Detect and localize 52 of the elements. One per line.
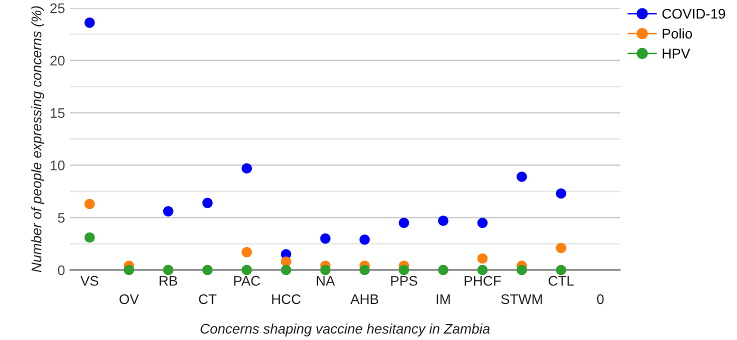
legend-label: Polio [662,28,692,39]
y-tick-label: 5 [58,213,65,223]
y-tick-label: 25 [50,3,65,14]
y-tick-label: 15 [50,108,65,118]
point [84,18,95,28]
x-tick-label: CTL [548,276,574,286]
x-tick-label: PAC [234,276,260,286]
point [438,264,448,276]
point [320,233,331,244]
y-tick-label: 20 [50,56,65,66]
x-tick-label: VS [80,276,98,286]
point [438,216,448,226]
x-tick-label: 0 [597,294,604,304]
point [84,232,95,243]
point [242,247,252,258]
point [516,172,527,182]
y-tick-label: 0 [58,265,65,276]
point [556,242,566,254]
point [516,264,527,276]
point [320,264,331,276]
x-tick-label: CT [198,294,216,304]
point [398,218,410,228]
point [202,264,213,276]
y-axis-title: Number of people expressing concerns (%) [31,6,44,272]
x-tick-label: IM [436,294,450,304]
x-tick-label: PPS [391,276,418,286]
point [84,198,95,210]
point [280,264,292,276]
point [242,163,252,174]
x-tick-label: RB [160,276,178,286]
point [398,264,410,276]
point [359,264,370,276]
legend-label: HPV [662,48,690,58]
point [359,234,370,245]
x-axis-title: Concerns shaping vaccine hesitancy in Zambia [200,324,490,336]
point [556,188,566,199]
x-tick-label: NA [316,276,335,286]
legend-label: COVID-19 [662,8,726,19]
point [477,218,488,228]
x-tick-label: AHB [350,294,378,304]
x-tick-label: HCC [272,294,301,304]
point [202,198,213,208]
point [242,264,252,276]
x-tick-label: STWM [501,294,542,304]
point [163,206,174,216]
point [477,264,488,276]
point [556,264,566,276]
x-tick-label: PHCF [464,276,501,286]
point [124,264,134,276]
point [477,253,488,264]
x-tick-label: OV [120,294,139,304]
y-tick-label: 10 [50,160,65,170]
